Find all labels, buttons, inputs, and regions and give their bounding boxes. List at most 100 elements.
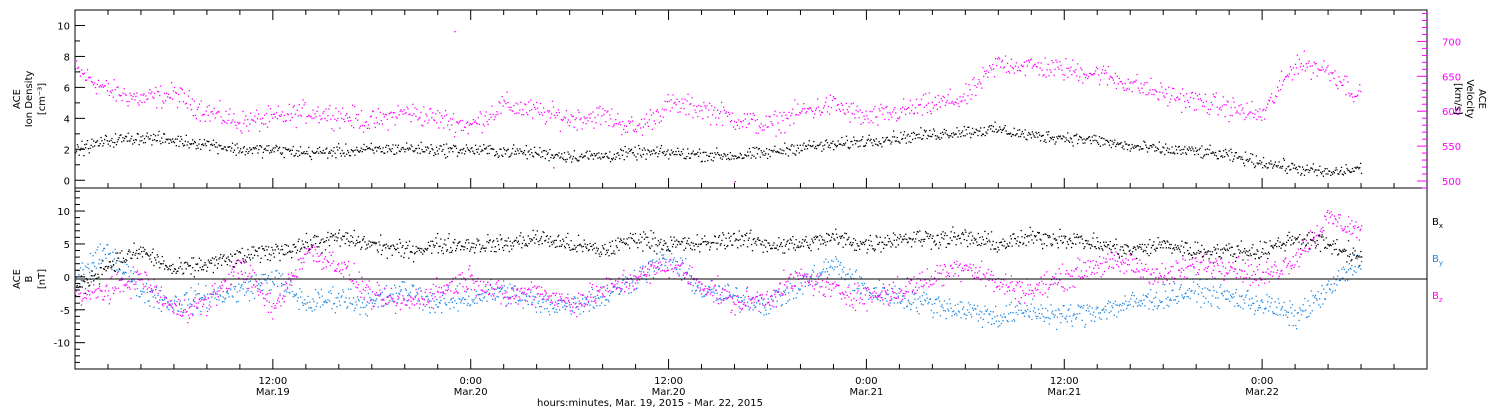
by-series-point <box>1120 309 1122 311</box>
density-series-point <box>458 152 460 154</box>
by-series-point <box>465 291 468 293</box>
by-series-point <box>903 307 905 309</box>
by-series-point <box>503 285 505 287</box>
velocity-series-point <box>1189 96 1192 99</box>
by-series-point <box>1187 296 1190 298</box>
by-series-point <box>230 283 233 285</box>
density-series-point <box>611 159 614 161</box>
velocity-series-point <box>871 111 873 113</box>
velocity-series-point <box>179 87 182 89</box>
by-series-point <box>1057 308 1059 310</box>
by-series-point <box>538 300 540 302</box>
by-series-point <box>1173 299 1175 301</box>
velocity-series-point <box>258 113 260 115</box>
by-series-point <box>1087 307 1089 309</box>
by-series-point <box>624 283 626 285</box>
velocity-series-point <box>803 103 805 105</box>
velocity-series-point <box>893 109 895 111</box>
density-series-point <box>661 151 663 153</box>
bz-series-point <box>613 285 615 287</box>
velocity-series-point <box>546 110 549 112</box>
by-series-point <box>811 274 813 276</box>
by-series-point <box>144 302 146 304</box>
velocity-series-point <box>657 111 659 113</box>
velocity-series-point <box>734 128 737 130</box>
density-series-point <box>1319 165 1321 167</box>
velocity-series-point <box>460 129 463 131</box>
velocity-series-point <box>755 132 757 134</box>
density-series-point <box>985 131 987 133</box>
by-series-point <box>1242 308 1244 310</box>
density-series-point <box>1314 169 1316 171</box>
by-series-point <box>179 300 181 302</box>
by-series-point <box>708 286 710 288</box>
density-series-point <box>1145 144 1147 146</box>
density-series-point <box>144 141 147 144</box>
by-series-point <box>118 260 120 262</box>
by-series-point <box>694 290 697 292</box>
bz-series-point <box>266 300 268 302</box>
by-series-point <box>1342 266 1345 268</box>
by-series-point <box>1024 309 1026 312</box>
bz-series-point <box>271 305 273 308</box>
bz-series-point <box>571 298 573 300</box>
by-series-point <box>1062 305 1064 307</box>
by-series-point <box>1096 306 1098 308</box>
density-series-point <box>249 147 251 149</box>
velocity-series-point <box>81 73 84 75</box>
velocity-series-point <box>201 114 203 117</box>
by-series-point <box>1065 315 1068 317</box>
density-series-point <box>969 132 971 134</box>
density-series-point <box>246 148 248 150</box>
density-series-point <box>844 144 846 146</box>
by-series-point <box>98 259 101 261</box>
density-series-point <box>163 133 166 135</box>
density-series-point <box>639 148 641 150</box>
density-series-point <box>466 147 469 149</box>
by-series-point <box>1204 287 1206 289</box>
velocity-series-point <box>1103 72 1106 75</box>
density-series-point <box>1078 139 1080 141</box>
density-series-point <box>747 155 750 157</box>
by-series-point <box>1284 309 1286 312</box>
by-series-point <box>605 299 608 301</box>
velocity-series-point <box>581 128 583 130</box>
density-series-point <box>251 152 254 155</box>
density-series-point <box>1344 172 1346 175</box>
by-series-point <box>514 285 516 287</box>
density-series-point <box>982 133 984 135</box>
density-series-point <box>669 153 671 155</box>
bz-series-point <box>522 293 524 295</box>
by-series-point <box>393 300 395 302</box>
by-series-point <box>1301 310 1303 312</box>
density-series-point <box>1047 134 1049 136</box>
by-series-point <box>1247 289 1249 292</box>
velocity-series-point <box>752 112 754 115</box>
density-series-point <box>589 150 591 152</box>
by-series-point <box>450 299 452 301</box>
velocity-series-point <box>1258 116 1260 118</box>
velocity-series-point <box>850 103 852 105</box>
density-series-point <box>76 144 79 146</box>
by-series-point <box>169 300 172 303</box>
by-series-point <box>1264 308 1266 310</box>
density-series-point <box>329 152 332 154</box>
density-series-point <box>776 150 779 153</box>
by-series-point <box>997 326 999 328</box>
velocity-series-point <box>699 110 701 112</box>
by-series-point <box>399 285 401 288</box>
density-series-point <box>699 152 702 154</box>
bz-series-point <box>620 290 622 292</box>
density-series-point <box>480 150 482 153</box>
density-series-point <box>1177 146 1179 148</box>
bz-series-point <box>516 289 518 291</box>
density-series-point <box>804 148 806 150</box>
by-series-point <box>591 300 593 302</box>
density-series-point <box>996 131 998 133</box>
density-series-point <box>225 149 227 151</box>
bz-series-point <box>216 304 218 306</box>
by-series-point <box>581 305 583 307</box>
by-series-point <box>437 306 439 308</box>
bz-series-point <box>541 293 543 295</box>
density-series-point <box>1203 155 1205 157</box>
